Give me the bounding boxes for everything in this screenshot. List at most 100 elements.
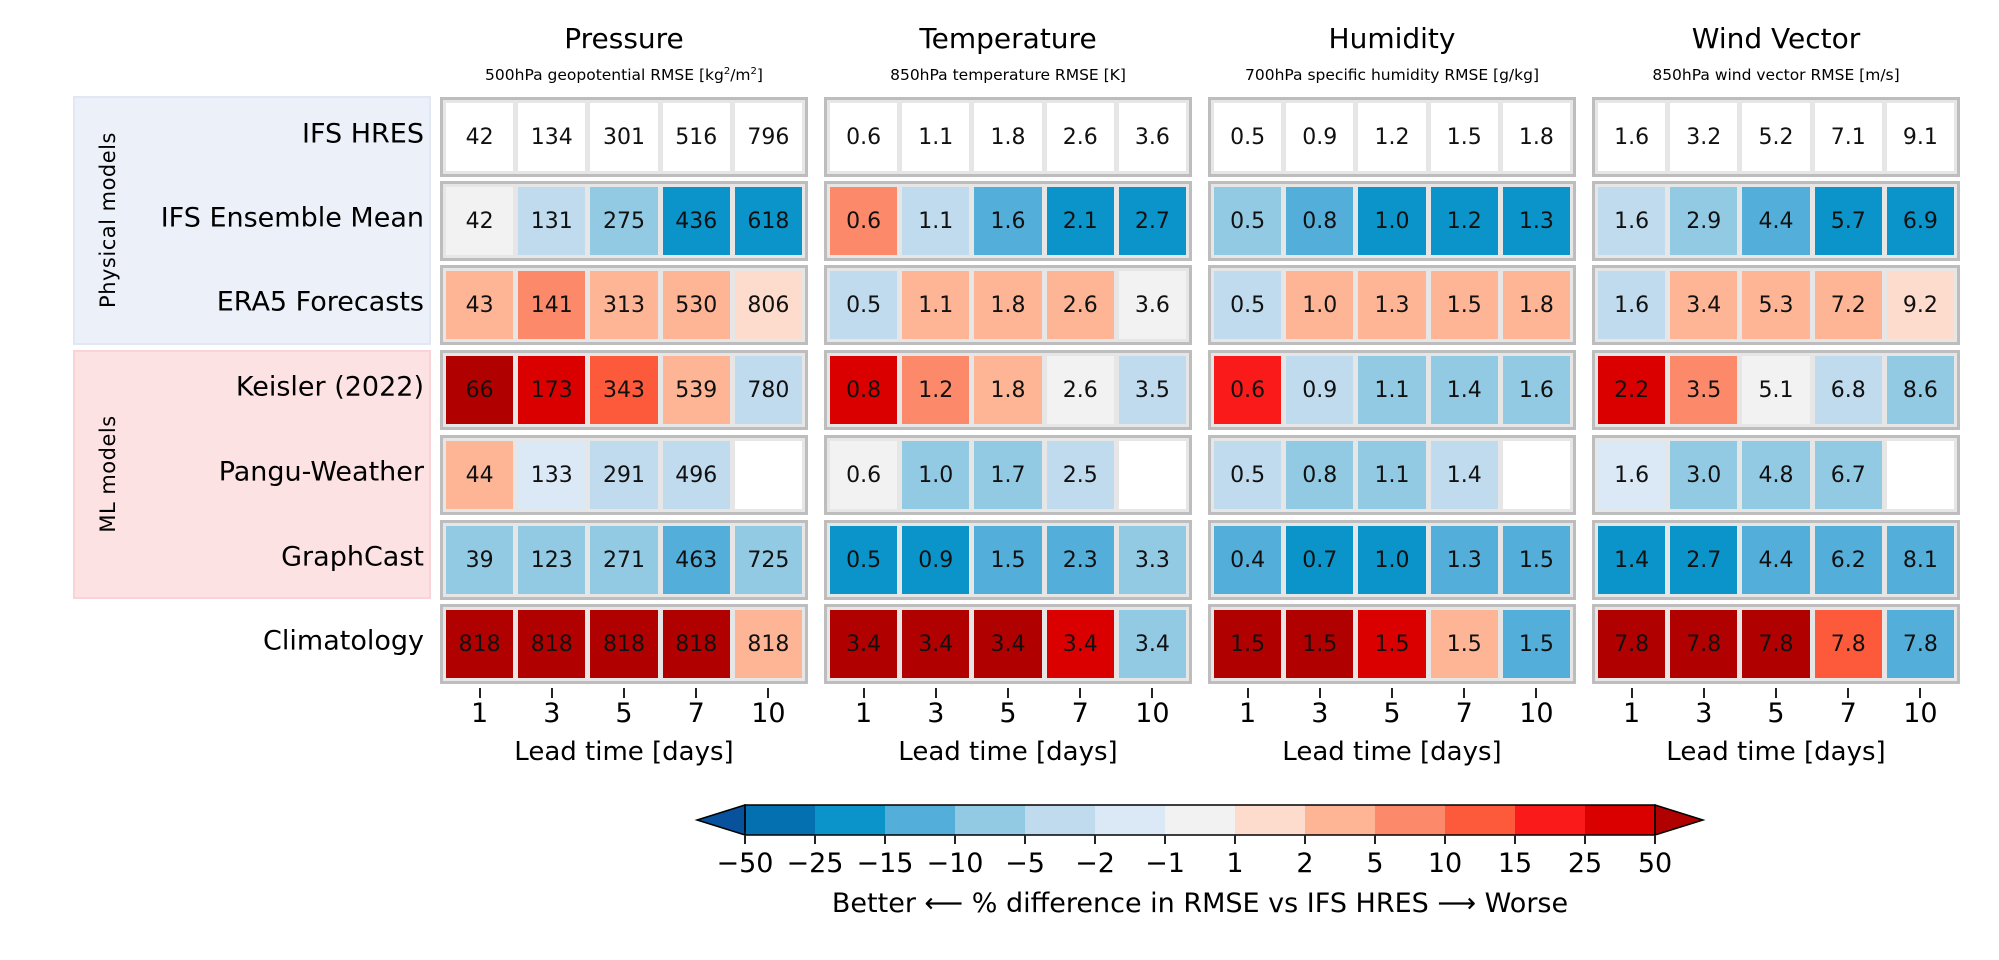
x-tick xyxy=(1318,688,1321,698)
heatmap-cell: 3.5 xyxy=(1670,356,1738,424)
heatmap-cell: 173 xyxy=(518,356,586,424)
heatmap-cell: 5.2 xyxy=(1742,103,1810,171)
heatmap-cell xyxy=(1502,441,1571,509)
heatmap-row-ifs-hres: 0.6 1.1 1.8 2.6 3.6 xyxy=(824,97,1192,177)
subtitle-part: ] xyxy=(756,66,763,85)
x-tick-label: 7 xyxy=(687,698,705,729)
colorbar-tick-label: 10 xyxy=(1427,848,1463,879)
heatmap-cell: 7.1 xyxy=(1814,103,1882,171)
heatmap-row-ifs-ensemble-mean: 0.5 0.8 1.0 1.2 1.3 xyxy=(1208,181,1576,261)
subtitle-part: 700hPa specific humidity RMSE [g/kg] xyxy=(1244,66,1540,84)
heatmap-cell: 780 xyxy=(734,356,803,424)
x-tick-label: 10 xyxy=(1519,698,1554,729)
heatmap-cell: 3.6 xyxy=(1118,103,1187,171)
heatmap-cell: 2.1 xyxy=(1046,187,1114,255)
heatmap-cell: 133 xyxy=(518,441,586,509)
heatmap-cell: 539 xyxy=(662,356,730,424)
subtitle-part: 2 xyxy=(750,66,757,77)
heatmap-cell: 1.1 xyxy=(902,271,970,339)
heatmap-cell: 301 xyxy=(590,103,658,171)
heatmap-row-pangu-weather: 1.6 3.0 4.8 6.7 xyxy=(1592,435,1960,515)
panel-title-humidity: Humidity xyxy=(1328,22,1456,55)
heatmap-cell: 2.2 xyxy=(1598,356,1666,424)
colorbar-tick xyxy=(1304,835,1306,844)
colorbar-label: Better ⟵ % difference in RMSE vs IFS HRE… xyxy=(831,888,1569,919)
colorbar-segment xyxy=(745,805,816,835)
heatmap-cell: 516 xyxy=(662,103,730,171)
heatmap-cell: 0.6 xyxy=(830,103,898,171)
x-tick xyxy=(623,688,625,698)
heatmap-cell: 6.9 xyxy=(1886,187,1955,255)
heatmap-cell: 44 xyxy=(446,441,514,509)
x-tick-label: 7 xyxy=(1455,698,1473,729)
colorbar-segment xyxy=(885,805,956,835)
heatmap-cell: 3.0 xyxy=(1670,441,1738,509)
x-tick-label: 3 xyxy=(1695,698,1713,729)
colorbar-segment xyxy=(1445,805,1516,835)
heatmap-cell: 1.5 xyxy=(1430,271,1498,339)
subtitle-part: /m xyxy=(730,66,751,85)
colorbar-tick xyxy=(1094,835,1096,844)
heatmap-cell: 3.4 xyxy=(830,610,898,678)
heatmap-row-keisler-2022: 0.8 1.2 1.8 2.6 3.5 xyxy=(824,350,1192,430)
heatmap-cell: 1.6 xyxy=(1598,187,1666,255)
heatmap-cell: 1.8 xyxy=(974,271,1042,339)
x-axis-label: Lead time [days] xyxy=(898,737,1118,767)
panel-subtitle-humidity: 700hPa specific humidity RMSE [g/kg] xyxy=(1245,66,1539,84)
heatmap-cell: 1.6 xyxy=(1598,441,1666,509)
colorbar-tick-label: −10 xyxy=(926,848,984,879)
heatmap-cell: 818 xyxy=(662,610,730,678)
heatmap-cell: 1.6 xyxy=(1502,356,1571,424)
heatmap-cell: 123 xyxy=(518,526,586,594)
colorbar-tick-label: −2 xyxy=(1075,848,1115,879)
heatmap-cell: 66 xyxy=(446,356,514,424)
heatmap-cell: 0.8 xyxy=(1286,441,1354,509)
colorbar-tick xyxy=(1584,835,1586,844)
colorbar-segment xyxy=(1375,805,1446,835)
heatmap-cell: 8.6 xyxy=(1886,356,1955,424)
heatmap-cell: 1.1 xyxy=(1358,356,1426,424)
heatmap-row-keisler-2022: 0.6 0.9 1.1 1.4 1.6 xyxy=(1208,350,1576,430)
heatmap-cell: 0.5 xyxy=(1214,271,1282,339)
colorbar-extend-low xyxy=(694,803,746,837)
subtitle-part: 2 xyxy=(723,66,731,77)
heatmap-cell: 2.6 xyxy=(1046,103,1114,171)
heatmap-cell: 3.3 xyxy=(1118,526,1187,594)
heatmap-cell: 1.6 xyxy=(1598,271,1666,339)
colorbar-segment xyxy=(1025,805,1096,835)
heatmap-cell: 1.5 xyxy=(1502,526,1571,594)
x-tick xyxy=(1463,688,1466,698)
subtitle-part: 850hPa wind vector RMSE [m/s] xyxy=(1652,66,1900,84)
colorbar-segment xyxy=(1095,805,1166,835)
heatmap-cell: 4.4 xyxy=(1742,187,1810,255)
colorbar-extend-high xyxy=(1654,803,1706,837)
heatmap-cell: 1.6 xyxy=(974,187,1042,255)
colorbar-segment xyxy=(1235,805,1306,835)
heatmap-cell: 496 xyxy=(662,441,730,509)
x-tick xyxy=(1775,688,1777,698)
heatmap-cell: 7.8 xyxy=(1742,610,1810,678)
colorbar-segment xyxy=(1515,805,1586,835)
row-label-era5-forecasts: ERA5 Forecasts xyxy=(216,286,424,318)
colorbar-tick-label: −15 xyxy=(856,848,914,879)
heatmap-cell: 818 xyxy=(518,610,586,678)
heatmap-cell: 0.5 xyxy=(1214,103,1282,171)
x-tick-label: 5 xyxy=(999,698,1017,729)
heatmap-cell: 0.9 xyxy=(1286,103,1354,171)
x-tick xyxy=(862,688,865,698)
heatmap-cell: 1.5 xyxy=(1214,610,1282,678)
heatmap-cell: 1.1 xyxy=(1358,441,1426,509)
x-axis-label: Lead time [days] xyxy=(1282,737,1502,767)
subtitle-part: 500hPa geopotential RMSE [kg xyxy=(485,66,724,85)
heatmap-cell: 1.4 xyxy=(1430,356,1498,424)
heatmap-row-climatology: 3.4 3.4 3.4 3.4 3.4 xyxy=(824,604,1192,684)
row-label-ifs-ensemble-mean: IFS Ensemble Mean xyxy=(160,202,424,234)
heatmap-cell: 2.6 xyxy=(1046,271,1114,339)
colorbar-segment xyxy=(815,805,886,835)
heatmap-cell: 1.3 xyxy=(1358,271,1426,339)
heatmap-cell: 134 xyxy=(518,103,586,171)
heatmap-cell: 1.7 xyxy=(974,441,1042,509)
heatmap-cell xyxy=(734,441,803,509)
colorbar-segment xyxy=(955,805,1026,835)
heatmap-row-ifs-ensemble-mean: 42 131 275 436 618 xyxy=(440,181,808,261)
